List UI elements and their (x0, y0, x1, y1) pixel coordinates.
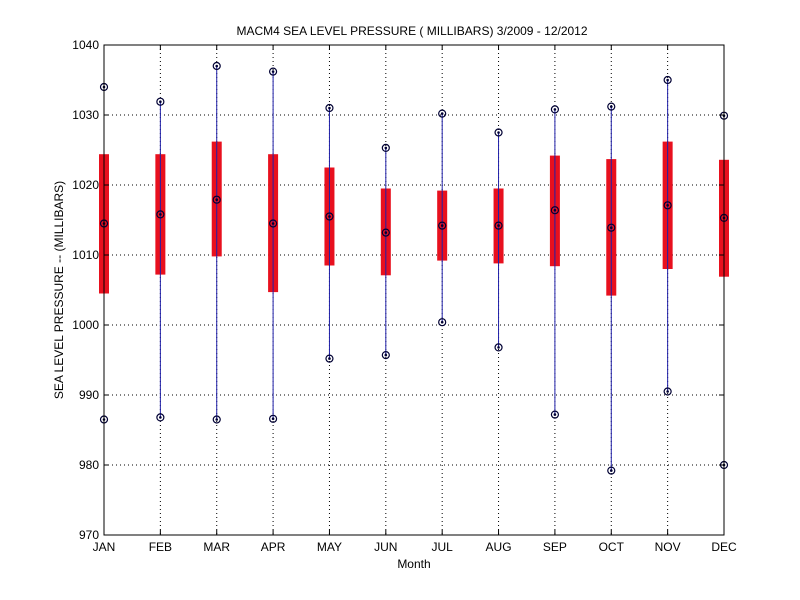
min-marker (607, 466, 616, 475)
x-axis-label: Month (397, 557, 430, 571)
y-tick-label: 990 (79, 388, 99, 402)
max-marker-dot (440, 112, 444, 115)
x-tick-label: MAR (203, 540, 230, 554)
mean-marker (325, 212, 334, 221)
max-marker-dot (553, 108, 557, 111)
x-tick-label: JUN (374, 540, 397, 554)
mean-marker-dot (215, 198, 219, 201)
max-marker (381, 143, 390, 152)
mean-marker-dot (553, 208, 557, 212)
x-tick-label: SEP (543, 540, 567, 554)
mean-marker-dot (609, 226, 613, 229)
min-marker-dot (215, 418, 219, 421)
mean-marker (381, 228, 390, 237)
y-axis-ticks: 970 980 990 1000 1010 1020 1030 1040 (72, 38, 724, 542)
mean-marker (212, 195, 221, 204)
mean-marker-dot (384, 231, 388, 234)
x-tick-label: OCT (599, 540, 625, 554)
min-marker-dot (497, 346, 500, 349)
min-marker-dot (609, 469, 613, 472)
y-tick-label: 1020 (72, 178, 99, 192)
mean-marker-dot (666, 204, 669, 207)
y-tick-label: 1010 (72, 248, 99, 262)
mean-marker (663, 201, 672, 210)
box-marks (99, 61, 729, 475)
grid-lines (104, 45, 724, 535)
mean-marker (438, 221, 447, 230)
min-marker (268, 414, 278, 423)
max-marker-dot (271, 70, 275, 73)
y-tick-label: 970 (79, 528, 99, 542)
x-tick-label: JUL (432, 540, 454, 554)
max-marker-dot (609, 105, 613, 108)
mean-marker (156, 210, 165, 219)
y-tick-label: 1030 (72, 108, 99, 122)
min-marker (494, 343, 503, 352)
min-marker (325, 354, 334, 363)
x-tick-label: AUG (486, 540, 512, 554)
max-marker-dot (666, 78, 669, 82)
min-marker-dot (384, 353, 388, 357)
mean-marker (268, 219, 278, 228)
mean-marker (550, 206, 560, 215)
min-marker-dot (440, 320, 444, 324)
mean-marker-dot (497, 224, 500, 227)
x-tick-label: DEC (711, 540, 737, 554)
x-tick-label: APR (261, 540, 286, 554)
min-marker (212, 415, 221, 424)
max-marker-dot (384, 146, 388, 150)
max-marker (550, 105, 560, 114)
max-marker (663, 75, 672, 85)
mean-marker (494, 221, 503, 230)
min-marker (438, 318, 447, 327)
min-marker (156, 413, 165, 422)
max-marker (438, 109, 447, 118)
y-axis-label: SEA LEVEL PRESSURE -- (MILLIBARS) (52, 181, 66, 399)
mean-marker-dot (328, 215, 331, 218)
max-marker (325, 103, 334, 113)
min-marker-dot (271, 417, 275, 421)
x-tick-label: FEB (149, 540, 172, 554)
min-marker-dot (159, 416, 162, 419)
plot-frame (103, 44, 725, 536)
max-marker-dot (497, 131, 500, 134)
min-marker (663, 387, 672, 396)
y-tick-label: 980 (79, 458, 99, 472)
max-marker (494, 128, 503, 137)
max-marker-dot (159, 100, 162, 103)
max-marker-dot (328, 106, 331, 110)
min-marker-dot (553, 413, 557, 416)
mean-marker (607, 223, 616, 232)
x-tick-label: MAY (317, 540, 342, 554)
max-marker (268, 67, 278, 76)
mean-marker-dot (440, 224, 444, 227)
y-tick-label: 1040 (72, 38, 99, 52)
min-marker (381, 351, 390, 360)
x-tick-label: JAN (93, 540, 116, 554)
min-marker-dot (666, 390, 669, 393)
x-axis-ticks: JAN FEB MAR APR MAY JUN JUL AUG SEP OCT NOV DEC (93, 45, 737, 554)
max-marker (212, 61, 221, 71)
mean-marker-dot (159, 213, 162, 216)
chart-title: MACM4 SEA LEVEL PRESSURE ( MILLIBARS) 3/… (236, 24, 587, 38)
max-marker (156, 97, 165, 106)
min-marker-dot (328, 357, 331, 360)
min-marker (550, 410, 560, 419)
max-marker-dot (215, 64, 219, 68)
y-tick-label: 1000 (72, 318, 99, 332)
max-marker (607, 102, 616, 111)
x-tick-label: NOV (655, 540, 681, 554)
mean-marker-dot (271, 222, 275, 225)
